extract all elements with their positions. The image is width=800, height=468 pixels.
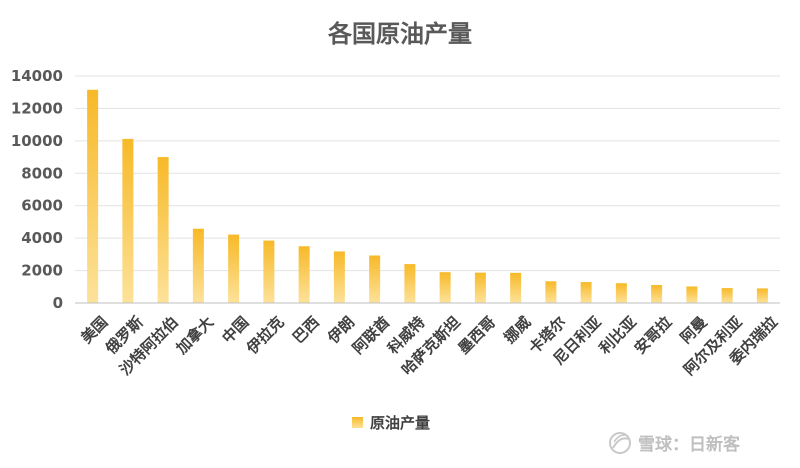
bar-15 xyxy=(615,283,627,303)
bar-18 xyxy=(721,288,733,303)
y-axis-ticks: 0 2000 4000 6000 8000 10000 12000 14000 xyxy=(11,67,63,312)
bar-13 xyxy=(545,281,557,303)
bar-3 xyxy=(192,228,204,303)
y-tick-label: 8000 xyxy=(21,164,63,182)
y-tick-label: 14000 xyxy=(11,67,63,85)
x-tick-label: 阿联酋 xyxy=(349,313,394,358)
x-tick-label: 安哥拉 xyxy=(631,313,676,358)
y-tick-label: 10000 xyxy=(11,132,63,150)
bars xyxy=(87,89,768,304)
y-tick-label: 2000 xyxy=(21,262,63,280)
bar-7 xyxy=(333,251,345,303)
watermark-text: 雪球：日新客 xyxy=(638,434,741,455)
bar-10 xyxy=(439,272,451,303)
bar-8 xyxy=(369,255,381,303)
bar-6 xyxy=(298,246,310,303)
bar-19 xyxy=(756,288,768,303)
bar-12 xyxy=(510,272,522,303)
legend-swatch xyxy=(352,417,363,428)
x-tick-label: 墨西哥 xyxy=(455,313,500,358)
x-tick-label: 利比亚 xyxy=(596,313,641,358)
bar-2 xyxy=(157,157,169,303)
snowball-logo-icon xyxy=(609,432,631,454)
gridlines xyxy=(75,75,780,272)
x-tick-label: 巴西 xyxy=(289,313,323,347)
y-tick-label: 12000 xyxy=(11,99,63,117)
bar-14 xyxy=(580,282,592,303)
chart-title: 各国原油产量 xyxy=(327,20,472,48)
bar-11 xyxy=(474,272,486,303)
y-tick-label: 0 xyxy=(53,294,63,312)
bar-17 xyxy=(686,286,698,303)
legend-label: 原油产量 xyxy=(370,414,430,432)
x-tick-label: 加拿大 xyxy=(172,313,217,358)
bar-4 xyxy=(228,234,240,303)
bar-1 xyxy=(122,138,134,303)
bar-5 xyxy=(263,240,275,303)
bar-0 xyxy=(87,89,99,304)
bar-9 xyxy=(404,264,416,303)
watermark: 雪球：日新客 xyxy=(609,432,741,455)
y-tick-label: 6000 xyxy=(21,197,63,215)
legend: 原油产量 xyxy=(352,414,430,432)
x-tick-label: 伊拉克 xyxy=(242,313,287,358)
y-tick-label: 4000 xyxy=(21,229,63,247)
bar-16 xyxy=(651,285,663,303)
